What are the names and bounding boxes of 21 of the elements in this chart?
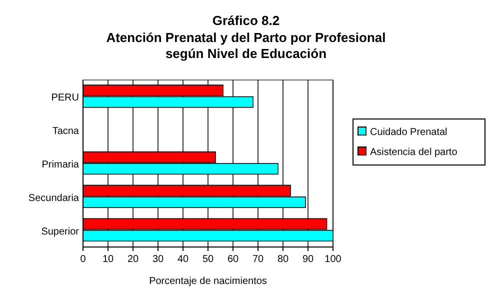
x-tick-label: 10 bbox=[102, 254, 114, 265]
x-tick-label: 80 bbox=[277, 254, 289, 265]
x-tick-label: 100 bbox=[324, 254, 342, 265]
y-tick-label: Secundaria bbox=[28, 192, 80, 204]
x-tick-label: 30 bbox=[152, 254, 164, 265]
x-tick-label: 40 bbox=[177, 254, 189, 265]
x-axis-title: Porcentaje de nacimientos bbox=[149, 276, 267, 287]
x-tick-label: 0 bbox=[80, 254, 86, 265]
y-tick-label: Tacna bbox=[52, 126, 80, 138]
x-tick-label: 20 bbox=[127, 254, 139, 265]
y-tick-label: Primaria bbox=[42, 160, 80, 170]
y-tick-label: PERU bbox=[51, 92, 79, 104]
chart-subtitle: Atención Prenatal y del Parto por Profesional según Nivel de Educación bbox=[105, 30, 387, 62]
chart-title: Gráfico 8.2 bbox=[212, 13, 280, 28]
x-tick-label: 50 bbox=[202, 254, 214, 265]
x-tick-label: 70 bbox=[252, 254, 264, 265]
legend-label: Cuidado Prenatal bbox=[370, 127, 448, 138]
x-tick-label: 60 bbox=[227, 254, 239, 265]
x-tick-label: 90 bbox=[302, 254, 314, 265]
y-tick-label: Superior bbox=[41, 226, 80, 238]
legend-label: Asistencia del parto bbox=[370, 147, 458, 158]
